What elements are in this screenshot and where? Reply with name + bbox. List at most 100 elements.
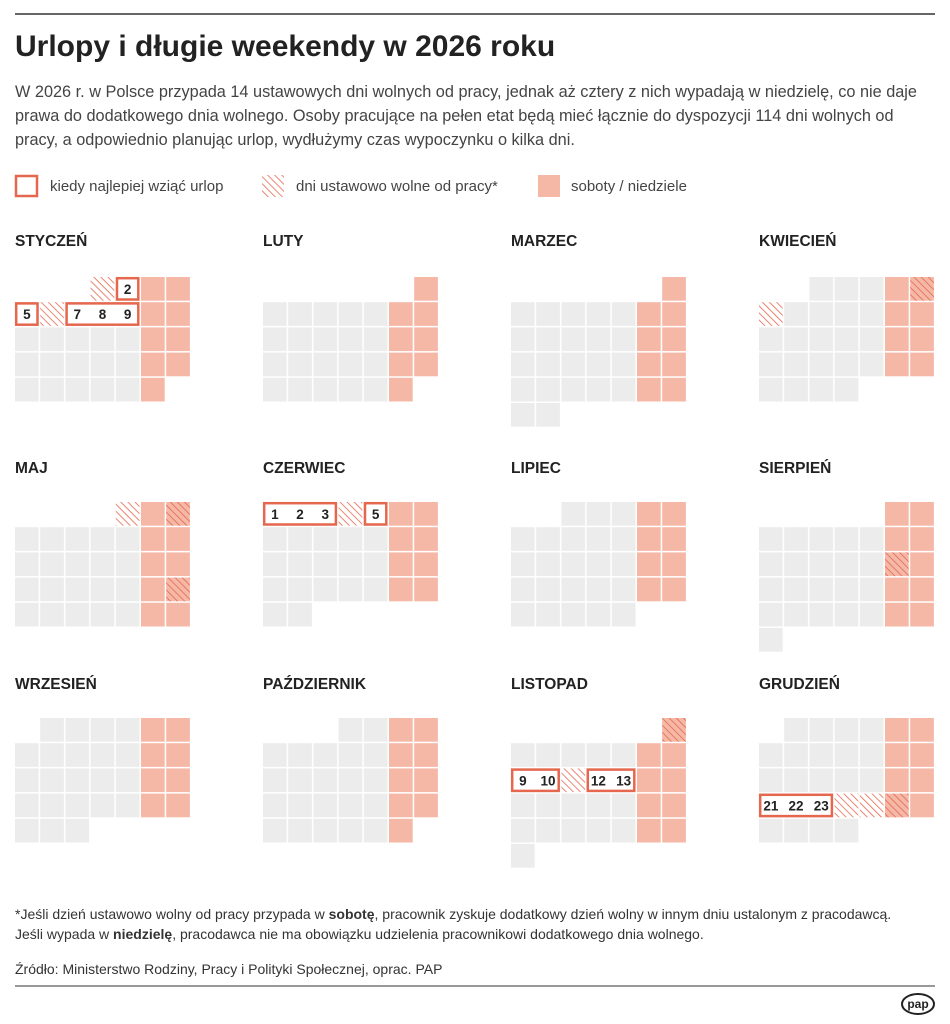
- day-cell: [115, 602, 140, 627]
- weekend-cell: [662, 552, 686, 577]
- leave-box: [758, 793, 834, 818]
- leave-box: [14, 302, 39, 326]
- weekend-cell: [662, 302, 686, 326]
- day-cell: [561, 577, 586, 602]
- day-cell: [586, 377, 611, 402]
- day-cell: [859, 552, 884, 577]
- weekend-cell: [389, 502, 413, 526]
- leave-box: [115, 276, 140, 301]
- weekend-cell: [414, 552, 438, 577]
- day-cell: [363, 768, 388, 793]
- day-cell: [586, 577, 611, 602]
- day-cell: [809, 527, 834, 551]
- day-cell: [511, 377, 535, 402]
- day-cell: [611, 577, 636, 602]
- day-cell: [363, 552, 388, 577]
- weekend-cell: [389, 527, 413, 551]
- day-cell: [288, 527, 312, 551]
- leave-day: 5: [23, 307, 31, 322]
- day-cell: [784, 527, 808, 551]
- legend-leave-icon: [14, 174, 39, 198]
- weekend-cell: [141, 552, 165, 577]
- day-cell: [288, 352, 312, 377]
- weekend-cell: [662, 793, 686, 818]
- day-cell: [65, 793, 90, 818]
- day-cell: [15, 602, 39, 627]
- day-cell: [288, 793, 312, 818]
- leave-day: 9: [519, 773, 527, 788]
- day-cell: [313, 768, 338, 793]
- day-cell: [115, 377, 140, 402]
- leave-day: 9: [124, 307, 132, 322]
- day-cell: [834, 352, 859, 377]
- day-cell: [834, 277, 859, 301]
- day-cell: [536, 793, 560, 818]
- day-cell: [561, 602, 586, 627]
- day-cell: [40, 793, 64, 818]
- day-cell: [338, 527, 363, 551]
- day-cell: [784, 577, 808, 602]
- day-cell: [115, 527, 140, 551]
- weekend-cell: [389, 818, 413, 843]
- footnote-part: , pracownik zyskuje dodatkowy dzień woln…: [15, 906, 892, 942]
- weekend-cell: [166, 327, 190, 352]
- weekend-cell: [166, 768, 190, 793]
- day-cell: [263, 352, 287, 377]
- day-cell: [338, 793, 363, 818]
- weekend-cell: [885, 718, 909, 742]
- day-cell: [511, 527, 535, 551]
- day-cell: [313, 743, 338, 767]
- day-cell: [263, 302, 287, 326]
- day-cell: [536, 743, 560, 767]
- leave-day: 23: [814, 798, 830, 813]
- day-cell: [15, 327, 39, 352]
- month-name: LISTOPAD: [511, 676, 588, 693]
- weekend-cell: [910, 527, 934, 551]
- weekend-cell: [910, 327, 934, 352]
- day-cell: [511, 602, 535, 627]
- weekend-cell: [910, 768, 934, 793]
- day-cell: [363, 527, 388, 551]
- day-cell: [784, 818, 808, 843]
- day-cell: [834, 602, 859, 627]
- day-cell: [313, 302, 338, 326]
- weekend-cell: [166, 552, 190, 577]
- weekend-cell: [166, 743, 190, 767]
- day-cell: [15, 577, 39, 602]
- day-cell: [40, 377, 64, 402]
- day-cell: [586, 818, 611, 843]
- day-cell: [759, 743, 783, 767]
- day-cell: [834, 552, 859, 577]
- day-cell: [784, 302, 808, 326]
- day-cell: [15, 793, 39, 818]
- weekend-cell: [166, 527, 190, 551]
- day-cell: [363, 352, 388, 377]
- day-cell: [511, 844, 535, 868]
- leave-box: [586, 768, 636, 793]
- day-cell: [313, 793, 338, 818]
- day-cell: [611, 352, 636, 377]
- day-cell: [859, 577, 884, 602]
- day-cell: [784, 602, 808, 627]
- day-cell: [313, 818, 338, 843]
- weekend-cell: [141, 743, 165, 767]
- weekend-cell: [662, 743, 686, 767]
- day-cell: [40, 768, 64, 793]
- leave-day: 2: [124, 282, 132, 297]
- day-cell: [611, 818, 636, 843]
- weekend-cell: [662, 527, 686, 551]
- day-cell: [536, 403, 560, 427]
- weekend-cell: [662, 377, 686, 402]
- day-cell: [536, 352, 560, 377]
- day-cell: [809, 552, 834, 577]
- day-cell: [511, 302, 535, 326]
- weekend-cell: [141, 327, 165, 352]
- day-cell: [338, 743, 363, 767]
- month-name: GRUDZIEŃ: [759, 676, 840, 693]
- day-cell: [363, 818, 388, 843]
- day-cell: [65, 743, 90, 767]
- day-cell: [809, 327, 834, 352]
- day-cell: [40, 352, 64, 377]
